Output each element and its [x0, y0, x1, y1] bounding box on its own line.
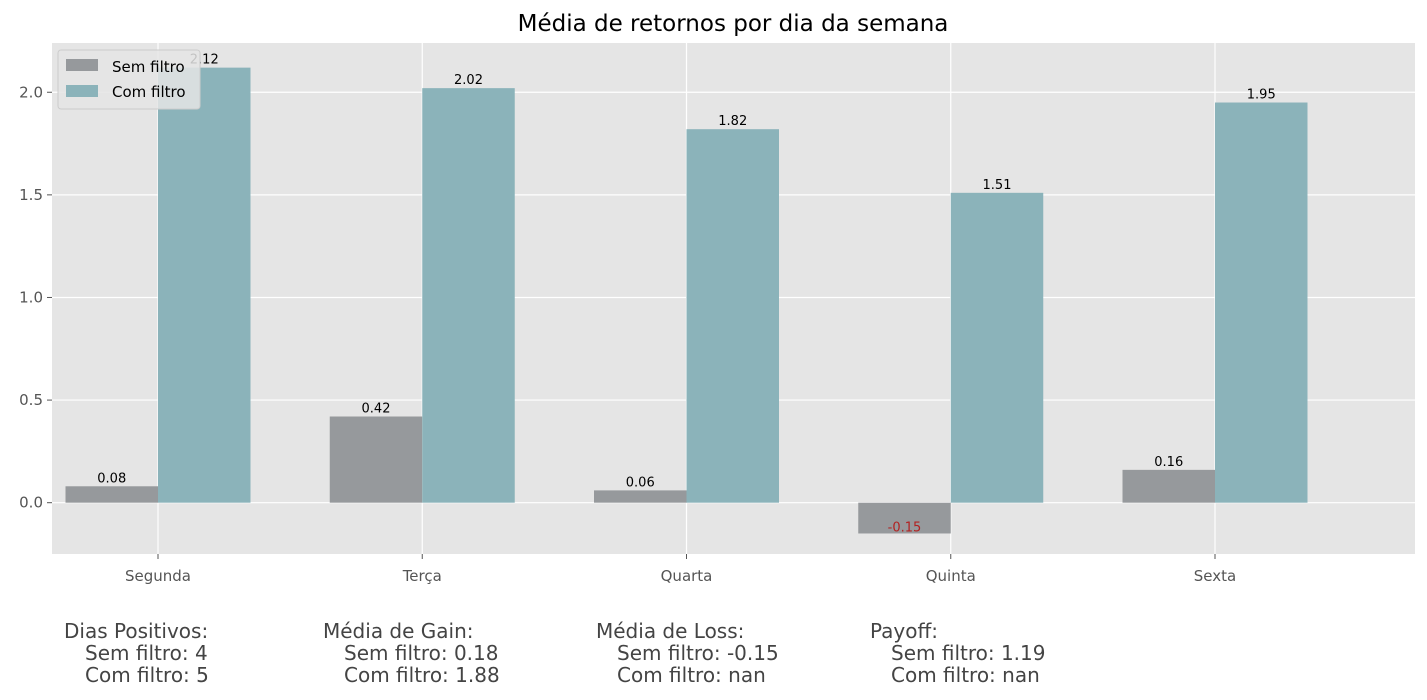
legend: Sem filtro Com filtro — [57, 49, 201, 110]
bar-com-filtro-segunda — [158, 67, 251, 503]
stats-mean-loss-sem: Sem filtro: -0.15 — [617, 641, 779, 665]
bar-label-sem-filtro-quinta: -0.15 — [888, 520, 922, 535]
legend-swatch-com-filtro — [66, 85, 98, 97]
stats-mean-gain: Média de Gain: Sem filtro: 0.18 Com filt… — [323, 620, 500, 686]
bar-label-com-filtro-sexta: 1.95 — [1247, 88, 1276, 103]
x-tick-label-2: Quarta — [661, 567, 713, 585]
legend-swatch-sem-filtro — [66, 59, 98, 71]
stats-payoff: Payoff: Sem filtro: 1.19 Com filtro: nan — [870, 620, 1045, 686]
legend-label-sem-filtro: Sem filtro — [112, 58, 185, 76]
bar-sem-filtro-quarta — [594, 490, 687, 503]
stats-payoff-label: Payoff: — [870, 619, 939, 643]
y-tick-label-3: 1.5 — [19, 186, 43, 204]
stats-mean-gain-com: Com filtro: 1.88 — [344, 663, 500, 687]
bar-label-com-filtro-quarta: 1.82 — [718, 114, 747, 129]
bar-sem-filtro-sexta — [1122, 469, 1215, 503]
stats-positive-days-label: Dias Positivos: — [64, 619, 209, 643]
bar-sem-filtro-segunda — [65, 486, 158, 503]
bar-label-com-filtro-terça: 2.02 — [454, 73, 483, 88]
y-tick-label-4: 2.0 — [19, 83, 43, 101]
bar-com-filtro-quarta — [686, 129, 779, 503]
stats-mean-gain-label: Média de Gain: — [323, 619, 474, 643]
bar-com-filtro-terça — [422, 88, 515, 503]
legend-label-com-filtro: Com filtro — [112, 83, 186, 101]
x-tick-label-1: Terça — [402, 567, 442, 585]
stats-positive-days: Dias Positivos: Sem filtro: 4 Com filtro… — [64, 620, 209, 686]
stats-payoff-com: Com filtro: nan — [891, 663, 1040, 687]
y-tick-label-0: 0.0 — [19, 494, 43, 512]
stats-mean-loss-com: Com filtro: nan — [617, 663, 766, 687]
stats-positive-days-sem: Sem filtro: 4 — [85, 641, 208, 665]
bar-com-filtro-sexta — [1215, 102, 1308, 503]
bar-sem-filtro-terça — [329, 416, 423, 503]
y-axis-ticks: 0.0 0.5 1.0 1.5 2.0 — [19, 83, 52, 512]
bar-label-sem-filtro-terça: 0.42 — [362, 402, 391, 417]
x-axis-ticks: Segunda Terça Quarta Quinta Sexta — [125, 554, 1236, 585]
chart-title: Média de retornos por dia da semana — [518, 11, 949, 37]
x-tick-label-0: Segunda — [125, 567, 191, 585]
stats-mean-loss: Média de Loss: Sem filtro: -0.15 Com fil… — [596, 620, 779, 686]
stats-mean-loss-label: Média de Loss: — [596, 619, 745, 643]
bar-label-sem-filtro-sexta: 0.16 — [1154, 455, 1183, 470]
bars — [65, 67, 1308, 534]
stats-positive-days-com: Com filtro: 5 — [85, 663, 209, 687]
y-tick-label-1: 0.5 — [19, 391, 43, 409]
bar-label-sem-filtro-segunda: 0.08 — [97, 471, 126, 486]
bar-sem-filtro-quinta — [858, 502, 951, 534]
stats-mean-gain-sem: Sem filtro: 0.18 — [344, 641, 499, 665]
bar-labels: 0.080.420.06-0.150.162.122.021.821.511.9… — [97, 53, 1275, 536]
y-tick-label-2: 1.0 — [19, 288, 43, 306]
bar-label-sem-filtro-quarta: 0.06 — [626, 475, 655, 490]
bar-com-filtro-quinta — [950, 192, 1044, 503]
stats-payoff-sem: Sem filtro: 1.19 — [891, 641, 1046, 665]
bar-label-com-filtro-quinta: 1.51 — [983, 178, 1012, 193]
x-tick-label-4: Sexta — [1194, 567, 1236, 585]
bar-chart: Média de retornos por dia da semana 0.08… — [19, 11, 1415, 585]
x-tick-label-3: Quinta — [926, 567, 976, 585]
